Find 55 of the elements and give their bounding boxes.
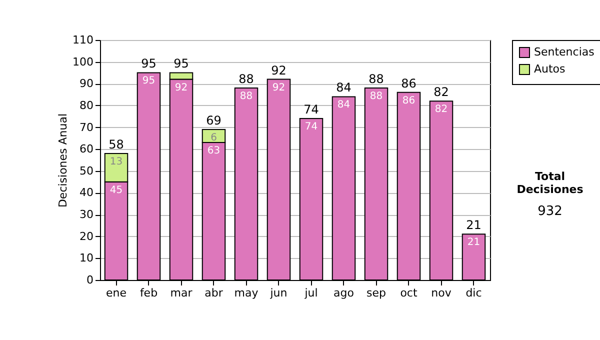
total-label: 95 <box>174 56 189 71</box>
x-tick-label: ago <box>334 286 354 300</box>
total-label: 58 <box>108 137 124 152</box>
y-tick-label: 0 <box>86 274 94 286</box>
text: Total Decisiones <box>516 170 584 196</box>
y-axis-title: Decisiones Anual <box>56 113 70 208</box>
x-tick-label: ene <box>106 286 127 300</box>
y-tick-label: 10 <box>80 252 94 265</box>
total-label: 74 <box>304 102 319 117</box>
y-tick-label: 100 <box>72 55 94 68</box>
data-label: 21 <box>467 237 480 248</box>
data-label: 88 <box>240 91 253 102</box>
y-tick-label: 20 <box>80 230 94 243</box>
data-label: 86 <box>402 95 416 106</box>
x-tick-label: abr <box>204 286 224 300</box>
total-label: 69 <box>206 113 222 128</box>
x-tick-label: sep <box>366 286 386 300</box>
text: 932 <box>536 204 564 219</box>
y-tick-label: 70 <box>80 120 94 134</box>
x-tick-label: may <box>234 286 259 300</box>
data-label: 92 <box>174 82 188 94</box>
x-tick-label: nov <box>431 286 452 300</box>
x-tick-label: feb <box>140 286 158 300</box>
y-tick-label: 40 <box>80 186 94 200</box>
total-label: 82 <box>434 85 449 100</box>
total-label: 86 <box>401 76 416 90</box>
x-tick-label: jul <box>304 286 318 300</box>
legend-label: Sentencias <box>534 46 595 58</box>
data-label: 82 <box>434 104 448 116</box>
total-label: 84 <box>336 80 352 95</box>
data-label: 95 <box>142 76 156 87</box>
data-label: 88 <box>370 91 383 102</box>
x-tick-label: oct <box>400 286 418 300</box>
total-label: 21 <box>466 218 482 232</box>
total-label: 95 <box>141 56 156 71</box>
data-label: 92 <box>272 82 286 94</box>
total-label: 92 <box>271 63 286 78</box>
y-tick-label: 80 <box>80 98 94 112</box>
y-tick-label: 110 <box>72 34 94 46</box>
x-tick-label: dic <box>466 286 482 300</box>
y-tick-label: 60 <box>80 142 94 156</box>
total-label: 88 <box>368 72 384 86</box>
total-label: 88 <box>238 72 254 86</box>
y-tick-label: 50 <box>80 164 94 178</box>
x-tick-label: mar <box>170 286 193 300</box>
y-tick-label: 30 <box>80 208 94 222</box>
y-tick-label: 90 <box>80 77 94 90</box>
data-label: 74 <box>304 122 318 133</box>
data-label: 6 <box>210 132 217 144</box>
data-label: 13 <box>110 156 123 168</box>
data-label: 45 <box>110 184 123 196</box>
x-tick-label: jun <box>269 286 288 300</box>
data-label: 84 <box>337 100 350 111</box>
legend-label: Autos <box>534 62 566 76</box>
data-label: 63 <box>207 146 220 157</box>
